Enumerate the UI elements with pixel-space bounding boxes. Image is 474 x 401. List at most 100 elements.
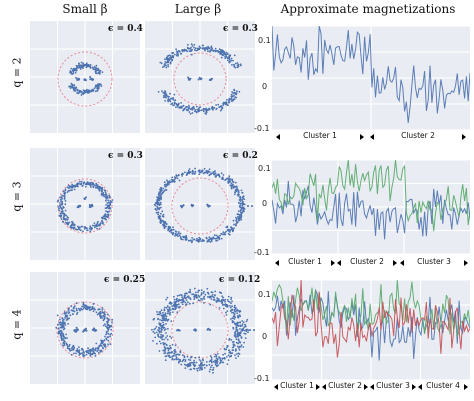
scatter-point bbox=[204, 171, 206, 174]
scatter-point bbox=[205, 361, 208, 363]
scatter-point bbox=[79, 309, 81, 312]
scatter-point bbox=[196, 108, 199, 111]
scatter-point bbox=[240, 216, 242, 219]
scatter-point bbox=[241, 329, 244, 332]
scatter-point bbox=[99, 187, 102, 190]
scatter-point bbox=[167, 327, 169, 330]
scatter-point bbox=[237, 342, 239, 345]
scatter-point bbox=[105, 330, 108, 333]
scatter-point bbox=[165, 184, 168, 186]
scatter-point bbox=[105, 199, 107, 202]
scatter-point bbox=[241, 328, 243, 331]
scatter-point bbox=[178, 179, 181, 182]
scatter-point bbox=[69, 85, 72, 88]
scatter-point bbox=[163, 329, 166, 331]
scatter-point bbox=[189, 77, 192, 80]
scatter-point bbox=[175, 300, 178, 303]
scatter-point bbox=[225, 230, 227, 233]
scatter-point bbox=[76, 183, 78, 185]
cluster-label-text: Cluster 3 bbox=[375, 381, 411, 390]
scatter-point bbox=[79, 67, 81, 69]
scatter-point bbox=[195, 361, 198, 364]
scatter-point bbox=[218, 299, 220, 302]
scatter-point bbox=[61, 317, 64, 319]
arrowhead-right bbox=[360, 133, 364, 140]
scatter-point bbox=[175, 303, 178, 306]
scatter-point bbox=[73, 329, 76, 332]
scatter-point bbox=[71, 69, 74, 72]
scatter-point bbox=[175, 50, 178, 53]
scatter-point bbox=[101, 347, 104, 349]
scatter-point bbox=[239, 321, 241, 323]
scatter-point bbox=[251, 205, 253, 207]
scatter-point bbox=[227, 181, 230, 183]
scatter-point bbox=[193, 296, 196, 299]
scatter-point bbox=[188, 302, 191, 305]
scatter-point bbox=[226, 104, 229, 107]
scatter-point bbox=[160, 197, 163, 200]
eps-q4-small: ϵ = 0.25 bbox=[104, 275, 146, 285]
scatter-point bbox=[213, 106, 216, 109]
scatter-point bbox=[70, 67, 73, 70]
scatter-point bbox=[164, 319, 167, 322]
scatter-point bbox=[184, 367, 187, 369]
scatter-point bbox=[99, 312, 102, 315]
scatter-point bbox=[68, 343, 71, 346]
scatter-point bbox=[160, 62, 163, 65]
scatter-point bbox=[210, 366, 212, 369]
scatter-point bbox=[151, 328, 153, 331]
scatter-point bbox=[229, 310, 232, 312]
scatter-point bbox=[84, 183, 87, 186]
scatter-point bbox=[217, 300, 219, 303]
scatter-point bbox=[236, 90, 238, 92]
scatter-point bbox=[241, 198, 244, 201]
scatter-point bbox=[70, 353, 73, 356]
scatter-point bbox=[161, 90, 163, 92]
scatter-point bbox=[58, 207, 60, 210]
scatter-q4-small bbox=[30, 272, 140, 384]
scatter-point bbox=[226, 52, 229, 55]
scatter-point bbox=[237, 347, 240, 349]
arrowhead-left bbox=[322, 383, 326, 390]
scatter-point bbox=[230, 57, 233, 60]
scatter-point bbox=[230, 187, 233, 190]
scatter-point bbox=[208, 168, 211, 171]
scatter-point bbox=[242, 209, 245, 212]
scatter-point bbox=[207, 170, 209, 172]
scatter-point bbox=[171, 102, 174, 105]
scatter-point bbox=[58, 330, 61, 333]
scatter-point bbox=[169, 335, 171, 338]
scatter-point bbox=[233, 335, 236, 337]
scatter-point bbox=[230, 93, 233, 96]
scatter-point bbox=[198, 299, 201, 302]
scatter-point bbox=[75, 352, 77, 355]
scatter-point bbox=[241, 212, 243, 215]
scatter-point bbox=[173, 303, 176, 306]
scatter-point bbox=[163, 92, 166, 95]
scatter-point bbox=[206, 240, 209, 242]
scatter-point bbox=[171, 54, 174, 57]
cluster-label-q3-1: Cluster 1 bbox=[275, 257, 335, 266]
scatter-point bbox=[174, 348, 176, 351]
scatter-point bbox=[233, 54, 236, 57]
scatter-point bbox=[75, 76, 78, 79]
scatter-point bbox=[95, 187, 97, 189]
scatter-point bbox=[102, 193, 105, 196]
scatter-point bbox=[243, 198, 246, 200]
col2-title: Large β bbox=[174, 2, 222, 16]
scatter-point bbox=[89, 65, 91, 67]
scatter-point bbox=[230, 298, 232, 301]
scatter-point bbox=[181, 238, 184, 241]
scatter-point bbox=[108, 196, 110, 199]
scatter-point bbox=[234, 350, 237, 352]
scatter-point bbox=[75, 313, 78, 315]
scatter-point bbox=[177, 53, 179, 55]
scatter-point bbox=[220, 53, 223, 56]
scatter-point bbox=[162, 349, 165, 352]
scatter-point bbox=[92, 185, 95, 188]
scatter-point bbox=[232, 181, 235, 184]
scatter-point bbox=[231, 308, 234, 311]
scatter-point bbox=[182, 236, 185, 239]
scatter-point bbox=[190, 43, 193, 46]
scatter-point bbox=[180, 363, 183, 366]
